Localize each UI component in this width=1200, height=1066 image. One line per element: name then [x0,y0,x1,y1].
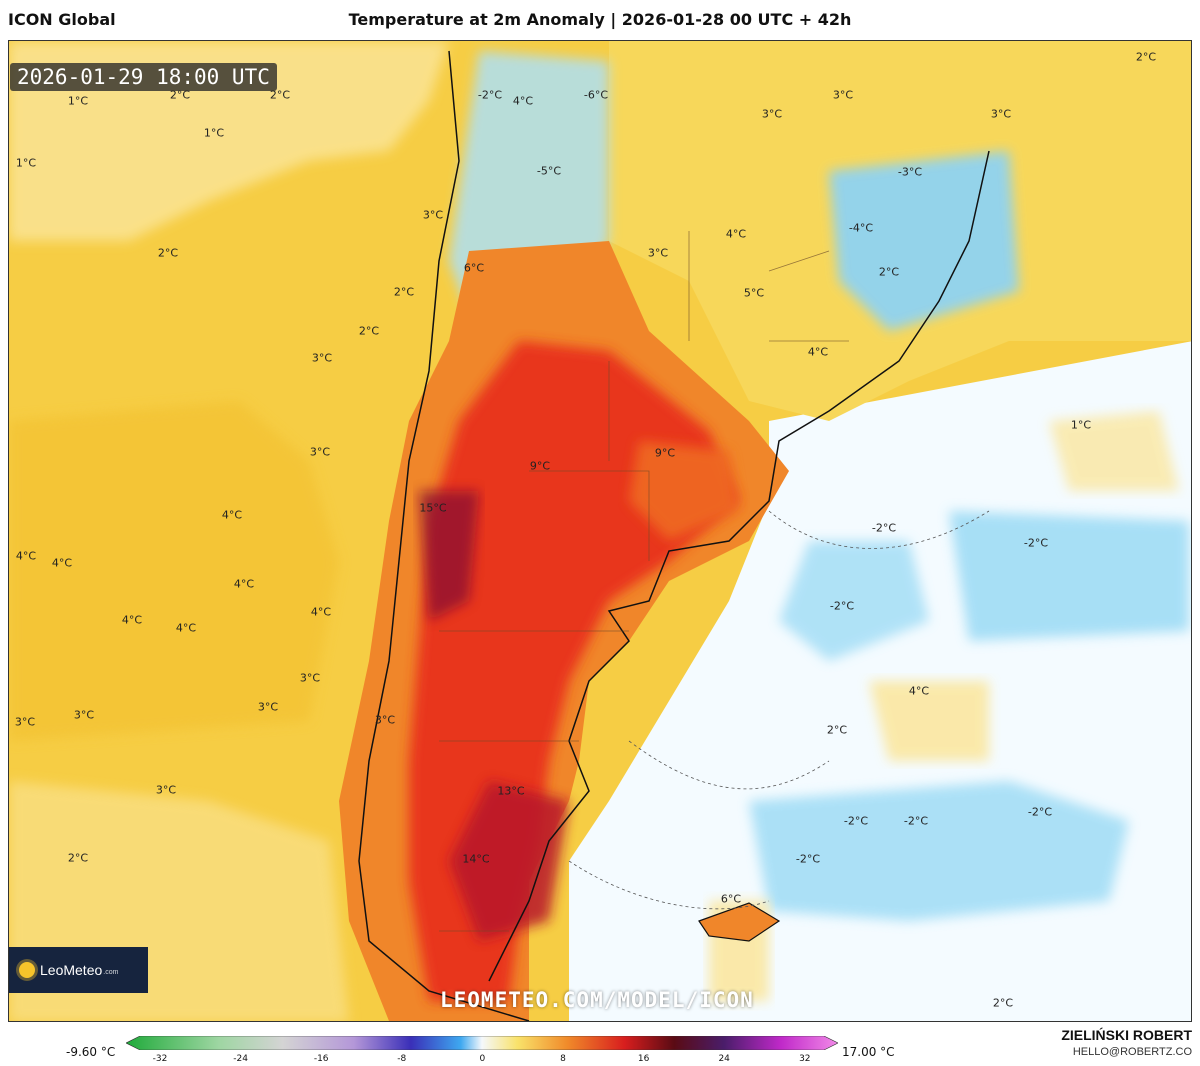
hot-spot-15 [419,491,479,621]
anomaly-label: 4°C [725,227,747,241]
anomaly-label: -6°C [583,88,609,102]
colorbar-tick: 8 [560,1054,566,1064]
anomaly-label: 2°C [67,851,89,865]
anomaly-label: 3°C [155,783,177,797]
colorbar [126,1036,838,1050]
anomaly-label: 4°C [908,684,930,698]
valid-time-badge: 2026-01-29 18:00 UTC [10,63,277,91]
anomaly-map[interactable] [8,40,1192,1022]
anomaly-label: 2°C [393,285,415,299]
anomaly-label: 5°C [743,286,765,300]
anomaly-label: 1°C [1070,418,1092,432]
author-name: ZIELIŃSKI ROBERT [1061,1027,1192,1043]
pacific-coastline [358,50,530,1021]
anomaly-label: 9°C [529,459,551,473]
colorbar-tick: -16 [313,1054,329,1064]
anomaly-label: 6°C [720,892,742,906]
anomaly-label: -2°C [1023,536,1049,550]
anomaly-label: -2°C [829,599,855,613]
anomaly-label: 3°C [990,107,1012,121]
anomaly-label: 14°C [462,852,490,866]
anomaly-label: 1°C [15,156,37,170]
atlantic-coastline [488,150,990,982]
colorbar-tick: 32 [799,1054,811,1064]
anomaly-label: 3°C [299,671,321,685]
anomaly-label: 2°C [269,88,291,102]
anomaly-label: 3°C [73,708,95,722]
anomaly-label: 3°C [257,700,279,714]
anomaly-label: 2°C [169,88,191,102]
anomaly-label: 3°C [311,351,333,365]
watermark-url: LEOMETEO.COM/MODEL/ICON [440,988,754,1012]
hot-spot-13-14 [449,781,569,941]
anomaly-label: 3°C [647,246,669,260]
anomaly-label: -4°C [848,221,874,235]
author-credit: ZIELIŃSKI ROBERT HELLO@ROBERTZ.CO [1061,1027,1192,1058]
anomaly-label: -3°C [897,165,923,179]
anomaly-label: -2°C [903,814,929,828]
anomaly-label: -2°C [1027,805,1053,819]
anomaly-label: 2°C [826,723,848,737]
anomaly-label: 4°C [233,577,255,591]
map-canvas [9,41,1191,1021]
anomaly-label: 4°C [15,549,37,563]
cold-region-south-brazil [829,151,1019,331]
anomaly-label: -2°C [843,814,869,828]
anomaly-label: 2°C [157,246,179,260]
anomaly-label: 3°C [761,107,783,121]
anomaly-label: -2°C [477,88,503,102]
colorbar-tick: 0 [479,1054,486,1064]
anomaly-label: -2°C [871,521,897,535]
sun-icon [19,962,35,978]
anomaly-label: 1°C [203,126,225,140]
anomaly-label: 4°C [512,94,534,108]
logo-suffix: .com [103,969,119,976]
anomaly-label: 3°C [422,208,444,222]
colorbar-tick: -8 [397,1054,407,1064]
anomaly-label: 3°C [832,88,854,102]
colorbar-tick: 24 [718,1054,730,1064]
logo-text: LeoMeteo [40,962,103,978]
anomaly-label: 2°C [1135,50,1157,64]
map-title: Temperature at 2m Anomaly | 2026-01-28 0… [348,10,852,29]
anomaly-label: 4°C [175,621,197,635]
anomaly-label: 2°C [358,324,380,338]
falkland-islands [698,902,781,942]
anomaly-label: -2°C [795,852,821,866]
colorbar-tick: 16 [637,1054,650,1064]
anomaly-label: 4°C [221,508,243,522]
anomaly-label: 15°C [419,501,447,515]
colorbar-min-label: -9.60 °C [66,1045,116,1059]
model-name: ICON Global [8,10,116,29]
colorbar-tick: -24 [233,1054,248,1064]
anomaly-label: 9°C [654,446,676,460]
anomaly-label: 4°C [51,556,73,570]
anomaly-label: 4°C [121,613,143,627]
leometeo-logo[interactable]: LeoMeteo .com [9,947,148,993]
author-email[interactable]: HELLO@ROBERTZ.CO [1072,1046,1192,1058]
anomaly-label: 6°C [463,261,485,275]
anomaly-label: 2°C [878,265,900,279]
anomaly-label: 4°C [807,345,829,359]
colorbar-tick: -32 [152,1054,168,1064]
anomaly-label: -5°C [536,164,562,178]
anomaly-label: 3°C [14,715,36,729]
anomaly-label: 4°C [310,605,332,619]
anomaly-label: 2°C [992,996,1014,1010]
anomaly-label: 3°C [374,713,396,727]
colorbar-max-label: 17.00 °C [842,1045,895,1059]
anomaly-label: 3°C [309,445,331,459]
anomaly-label: 13°C [497,784,525,798]
anomaly-label: 1°C [67,94,89,108]
